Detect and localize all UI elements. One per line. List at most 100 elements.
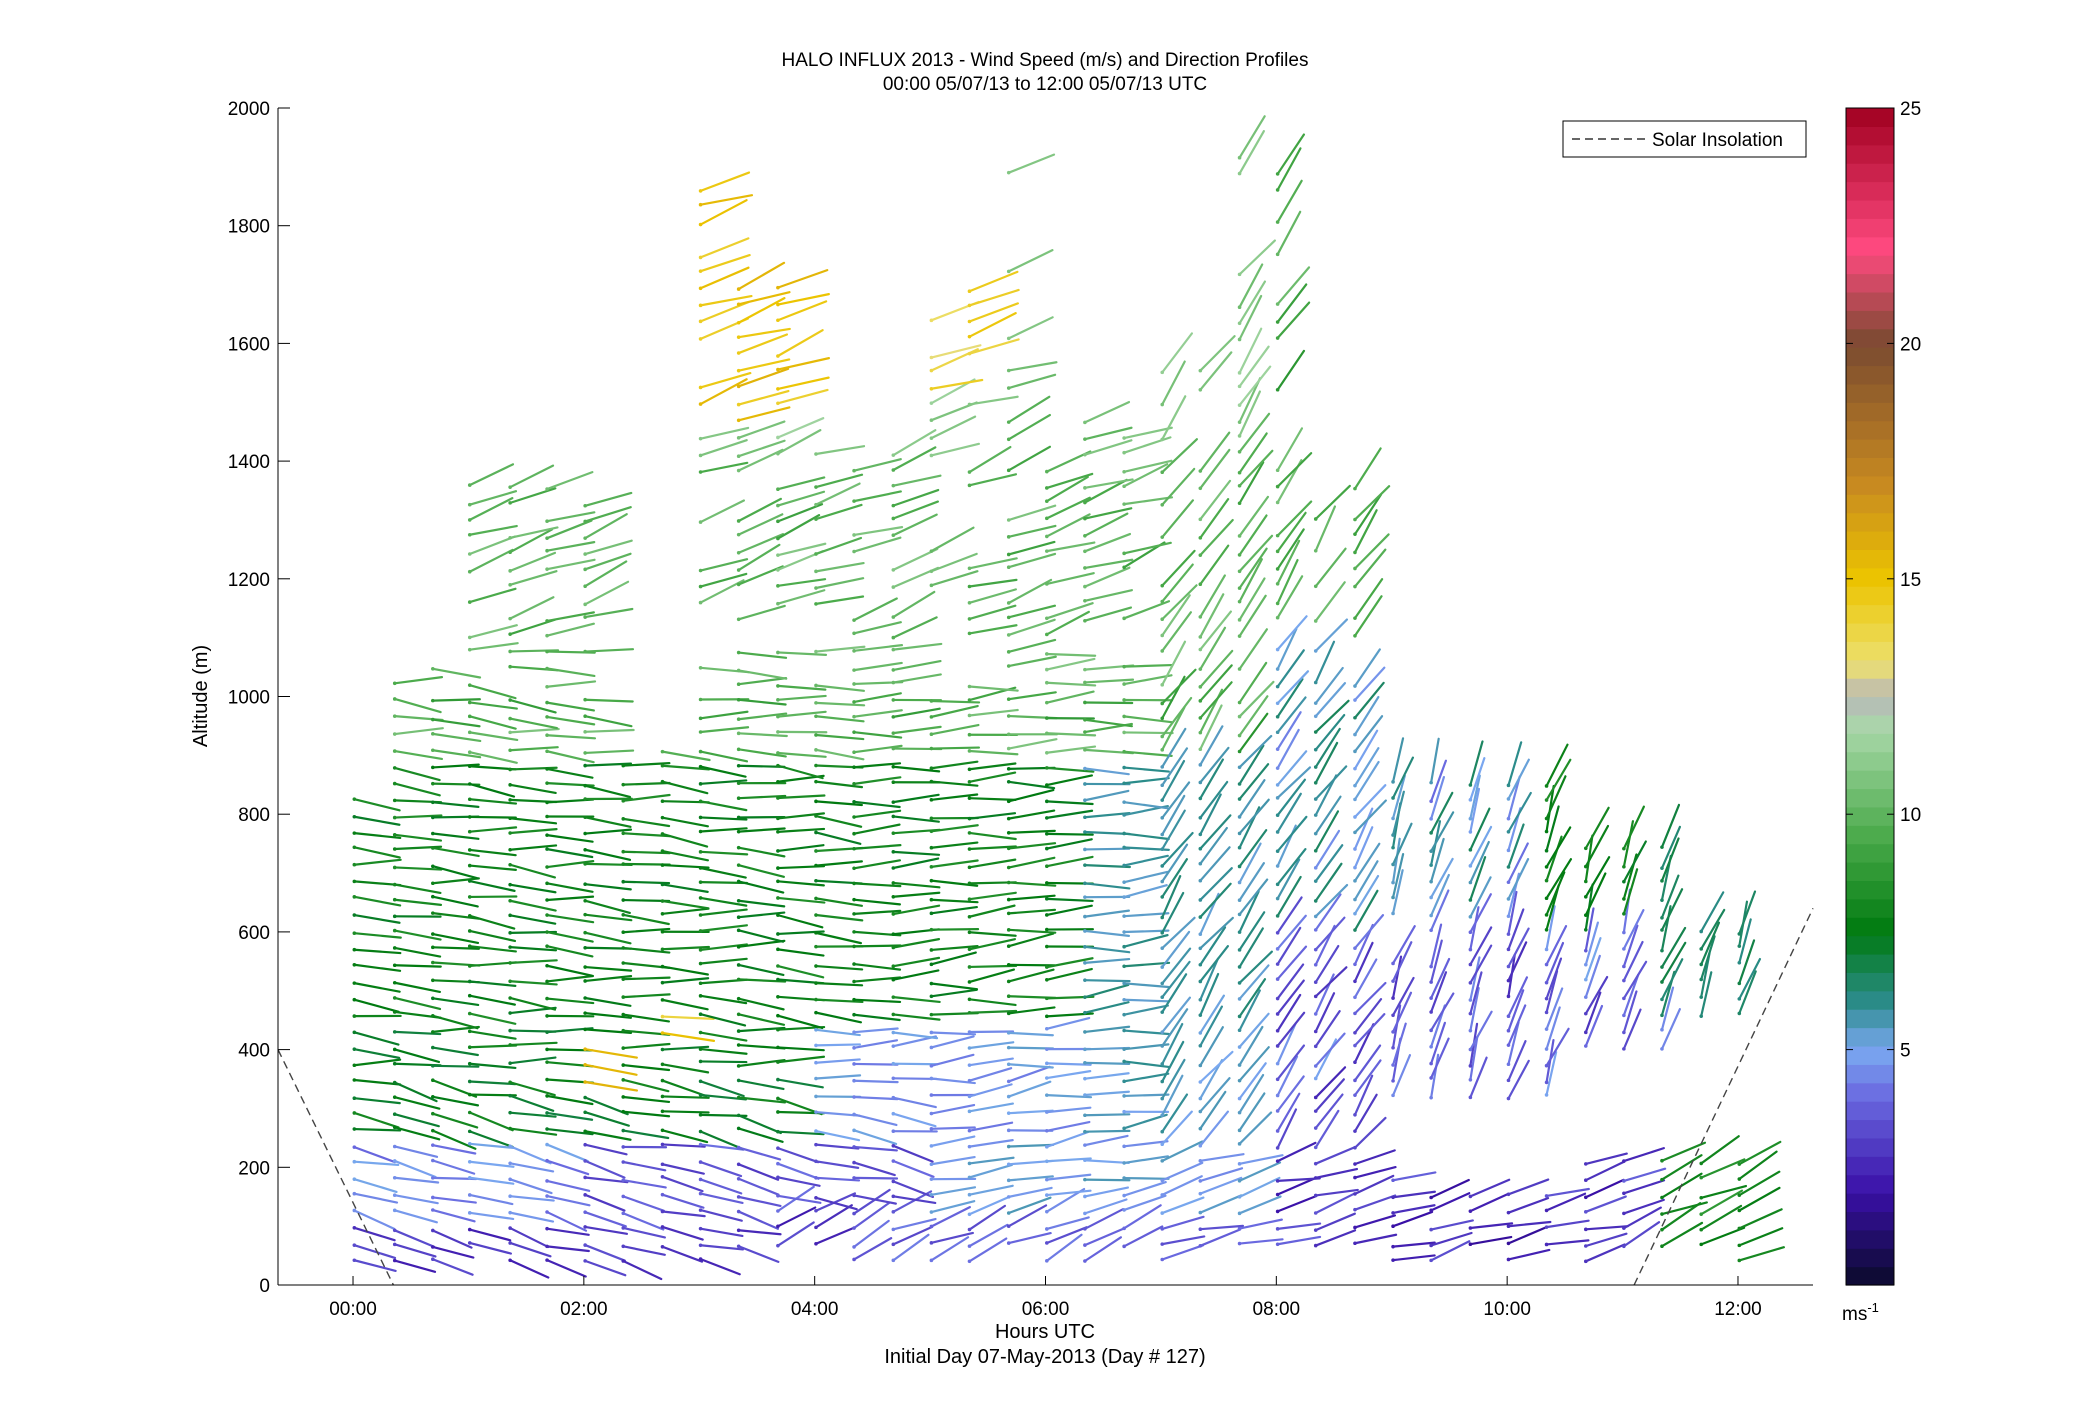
wind-vector-tail xyxy=(967,732,972,737)
wind-vector-tail xyxy=(1045,549,1049,553)
wind-vector-tail xyxy=(967,617,972,621)
wind-vector xyxy=(814,536,863,556)
wind-vector-tail xyxy=(698,319,703,324)
wind-vector-tail xyxy=(545,1077,549,1082)
wind-vector xyxy=(776,710,827,718)
wind-vector xyxy=(393,866,443,871)
wind-vector xyxy=(852,526,904,537)
wind-vector-tail xyxy=(1506,1210,1511,1215)
wind-vector xyxy=(1199,826,1228,865)
wind-vector-tail xyxy=(1660,845,1664,849)
wind-vector xyxy=(968,338,1020,355)
wind-vector xyxy=(1123,1140,1169,1148)
wind-vector-tail xyxy=(891,568,896,572)
wind-vector-tail xyxy=(929,355,934,360)
wind-vector-tail xyxy=(814,683,818,688)
wind-vector xyxy=(968,604,1017,620)
wind-vector-tail xyxy=(698,202,703,207)
wind-vector-tail xyxy=(736,1209,741,1214)
wind-vector-tail xyxy=(1122,1047,1126,1051)
wind-vector xyxy=(622,1245,666,1256)
wind-vector-tail xyxy=(1353,1078,1357,1083)
wind-vector xyxy=(892,1062,939,1066)
wind-vector-tail xyxy=(1045,1076,1049,1080)
wind-vector xyxy=(699,301,750,323)
wind-vector-tail xyxy=(1313,848,1318,853)
wind-vector-tail xyxy=(1622,996,1626,1001)
wind-vector-tail xyxy=(1198,796,1203,801)
wind-vector xyxy=(545,471,594,491)
wind-vector-tail xyxy=(1083,798,1087,803)
wind-vector xyxy=(1545,1239,1590,1246)
wind-vector-tail xyxy=(392,681,397,686)
x-axis-sublabel: Initial Day 07-May-2013 (Day # 127) xyxy=(884,1346,1205,1368)
wind-vector xyxy=(661,1095,710,1099)
wind-vector-tail xyxy=(852,881,856,886)
wind-vector-tail xyxy=(1275,533,1280,538)
wind-vector-tail xyxy=(1468,962,1473,967)
wind-vector-tail xyxy=(1313,797,1318,801)
wind-vector xyxy=(1353,914,1385,950)
wind-vector-tail xyxy=(1506,783,1511,788)
wind-vector xyxy=(930,945,979,952)
wind-vector xyxy=(545,974,595,983)
wind-vector xyxy=(699,253,751,273)
wind-vector-tail xyxy=(736,1043,741,1047)
wind-vector xyxy=(509,464,555,489)
wind-vector-tail xyxy=(1006,799,1011,804)
colorbar-band xyxy=(1846,862,1894,882)
wind-vector-tail xyxy=(1275,813,1280,818)
wind-vector-tail xyxy=(776,1243,780,1248)
wind-vector xyxy=(622,1226,666,1239)
wind-vector-tail xyxy=(508,1043,512,1047)
wind-vector xyxy=(699,1047,748,1055)
wind-vector xyxy=(545,715,596,726)
wind-vector xyxy=(1199,945,1230,983)
colorbar-band xyxy=(1846,953,1894,973)
wind-vector xyxy=(1622,940,1644,982)
wind-vector xyxy=(1622,840,1647,883)
wind-vector-tail xyxy=(1006,1162,1011,1167)
wind-vector-tail xyxy=(1045,965,1049,969)
wind-vector xyxy=(1430,857,1454,899)
wind-vector xyxy=(509,551,557,572)
wind-vector-tail xyxy=(1275,730,1280,735)
wind-vector xyxy=(545,882,594,893)
wind-vector-tail xyxy=(583,1047,587,1052)
wind-vector-tail xyxy=(1353,1162,1357,1166)
wind-vector xyxy=(1430,1219,1474,1231)
wind-vector xyxy=(737,543,781,572)
wind-vector xyxy=(1545,1219,1590,1229)
wind-vector-tail xyxy=(1083,1030,1087,1034)
wind-vector xyxy=(1161,1008,1189,1048)
wind-vector-tail xyxy=(1660,1158,1664,1163)
wind-vector-tail xyxy=(929,1177,934,1181)
wind-vector-tail xyxy=(1544,784,1549,788)
wind-vector-tail xyxy=(1160,617,1165,622)
wind-vector xyxy=(1276,210,1302,256)
wind-vector-tail xyxy=(508,616,512,621)
wind-vector-tail xyxy=(1198,979,1203,984)
wind-vector xyxy=(1123,1004,1169,1016)
wind-vector xyxy=(776,764,824,780)
wind-vector-tail xyxy=(621,1211,626,1216)
wind-vector-tail xyxy=(467,1061,472,1066)
wind-vector xyxy=(545,1179,591,1192)
wind-vector xyxy=(431,1064,480,1068)
wind-vector-tail xyxy=(1083,680,1087,685)
wind-vector-tail xyxy=(814,649,818,654)
wind-vector xyxy=(353,1146,396,1164)
wind-vector-tail xyxy=(467,764,472,769)
wind-vector-tail xyxy=(660,980,665,985)
wind-vector xyxy=(1161,438,1199,474)
wind-vector-tail xyxy=(1198,536,1203,540)
wind-vector-tail xyxy=(583,1110,587,1115)
wind-vector xyxy=(814,964,864,971)
wind-vector xyxy=(661,1210,706,1218)
wind-vector-tail xyxy=(621,849,626,854)
wind-vector xyxy=(852,762,902,769)
wind-vector-tail xyxy=(583,898,587,903)
wind-vector-tail xyxy=(1198,898,1203,902)
wind-vector xyxy=(1391,837,1401,884)
